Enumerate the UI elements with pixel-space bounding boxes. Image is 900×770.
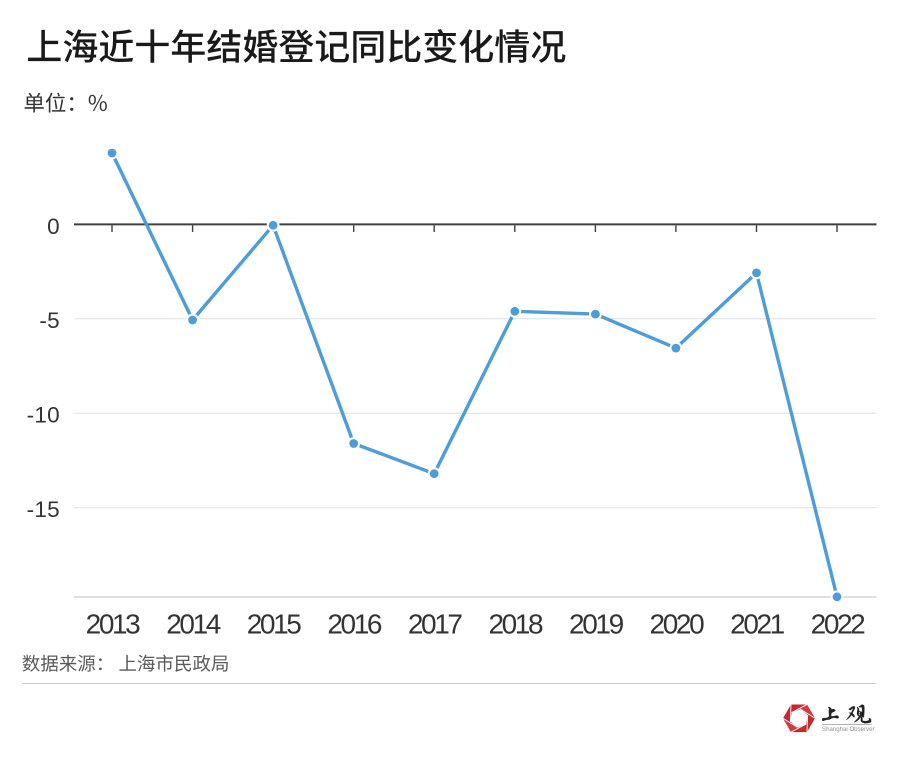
svg-text:-10: -10: [27, 403, 60, 428]
svg-text:2017: 2017: [408, 609, 463, 640]
svg-text:Shanghai Observer: Shanghai Observer: [822, 726, 875, 733]
svg-text:0: 0: [47, 214, 60, 239]
svg-text:2022: 2022: [811, 609, 866, 640]
svg-text:-15: -15: [27, 497, 60, 522]
svg-text:2014: 2014: [166, 609, 221, 640]
svg-text:-5: -5: [39, 308, 60, 333]
svg-text:2018: 2018: [488, 609, 543, 640]
svg-text:2021: 2021: [730, 609, 785, 640]
svg-text:2016: 2016: [327, 609, 382, 640]
svg-text:2015: 2015: [247, 609, 302, 640]
svg-text:2020: 2020: [650, 609, 705, 640]
svg-text:2013: 2013: [86, 609, 141, 640]
svg-text:2019: 2019: [569, 609, 624, 640]
